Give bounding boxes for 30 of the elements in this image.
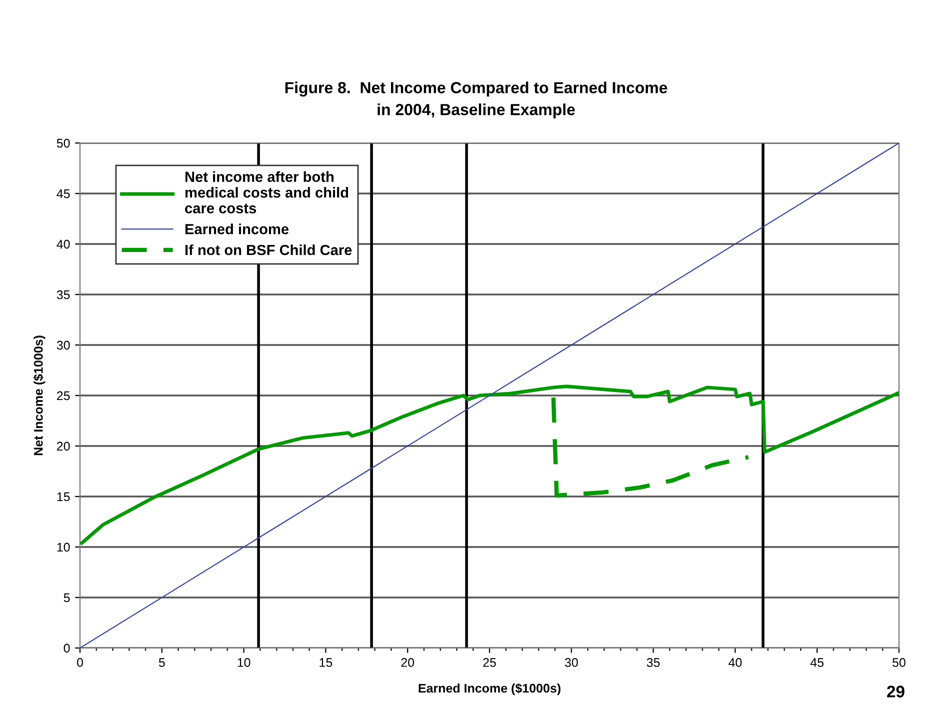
y-axis-title: Net Income ($1000s) xyxy=(33,336,46,456)
x-tick-label: 5 xyxy=(158,658,165,667)
x-tick-label: 45 xyxy=(810,658,824,667)
x-tick-label: 30 xyxy=(564,658,578,667)
text: 29 xyxy=(887,686,904,698)
y-tick-label: 10 xyxy=(57,542,70,552)
legend-label: Net income after both medical costs and child care costs xyxy=(185,171,348,214)
y-tick-label: 45 xyxy=(56,189,70,198)
legend-label: If not on BSF Child Care xyxy=(185,244,352,256)
x-tick-label: 35 xyxy=(646,658,660,667)
y-tick-label: 25 xyxy=(57,391,70,400)
x-tick-label: 40 xyxy=(728,658,742,667)
y-tick-label: 15 xyxy=(57,492,70,502)
y-tick-label: 30 xyxy=(56,340,70,350)
y-tick-label: 50 xyxy=(56,138,70,148)
x-tick-label: 10 xyxy=(238,658,250,667)
y-tick-label: 20 xyxy=(57,442,70,451)
x-tick-label: 15 xyxy=(320,658,332,667)
line-series xyxy=(80,384,899,545)
x-tick-label: 25 xyxy=(483,658,496,667)
y-tick-label: 5 xyxy=(64,593,70,602)
x-tick-label: 50 xyxy=(892,658,906,667)
legend-label: Earned income xyxy=(185,224,289,234)
y-tick-label: 35 xyxy=(56,290,70,300)
y-tick-label: 0 xyxy=(64,644,70,653)
y-tick-label: 40 xyxy=(56,240,70,249)
x-tick-label: 0 xyxy=(77,658,83,667)
x-tick-label: 20 xyxy=(401,658,414,667)
chart-title: Figure 8. Net Income Compared to Earned Income in 2004, Baseline Example xyxy=(285,82,668,118)
x-axis-title: Earned Income ($1000s) xyxy=(418,683,560,696)
